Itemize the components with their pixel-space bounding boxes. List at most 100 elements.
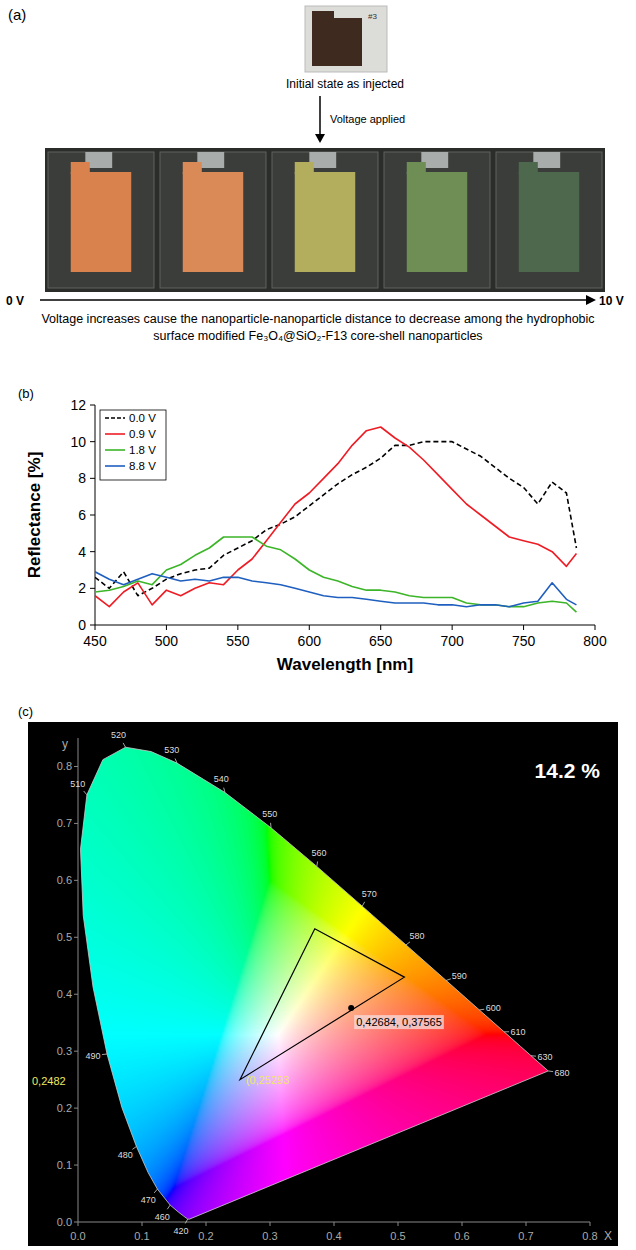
legend-label: 0.0 V: [129, 412, 156, 424]
tick-label: 0.2: [198, 1230, 213, 1242]
arrow-head: [315, 134, 325, 143]
wavelength-label: 590: [452, 971, 467, 981]
tick: [90, 478, 95, 479]
locus-tick: [123, 743, 125, 747]
legend-label: 0.9 V: [129, 428, 156, 440]
tick-label: 0: [78, 617, 86, 633]
tick: [166, 625, 167, 630]
axis-title: Wavelength [nm]: [277, 655, 413, 674]
tick-label: 750: [512, 633, 536, 649]
tick: [74, 880, 78, 881]
legend-label: 1.8 V: [129, 444, 156, 456]
tick-label: 0.2: [57, 1102, 72, 1114]
tick: [270, 1222, 271, 1226]
tick-label: 0.7: [518, 1230, 533, 1242]
tick-label: 0.0: [57, 1216, 72, 1228]
legend-label: 8.8 V: [129, 460, 156, 472]
caption-line: surface modified Fe₃O₄@SiO₂-F13 core-she…: [153, 329, 482, 343]
axis-title: y: [62, 737, 68, 751]
tick: [590, 1222, 591, 1226]
tick-label: 650: [369, 633, 393, 649]
wavelength-label: 580: [410, 931, 425, 941]
arrow: [319, 96, 321, 136]
legend-swatch: [105, 433, 125, 435]
locus-tick: [362, 902, 364, 906]
tick: [595, 625, 596, 630]
diagram-background: [28, 722, 618, 1246]
tick: [452, 625, 453, 630]
tick-label: 0.8: [57, 760, 72, 772]
swatch: [183, 172, 243, 272]
tick-label: 0.4: [326, 1230, 341, 1242]
wavelength-label: 560: [312, 848, 327, 858]
wavelength-label: 490: [86, 1051, 101, 1061]
tick-label: 550: [226, 633, 250, 649]
tick: [90, 405, 95, 406]
voltage-axis: [40, 299, 588, 301]
tick: [74, 1222, 78, 1223]
tick: [90, 515, 95, 516]
tick-label: 0.4: [57, 988, 72, 1000]
tick: [95, 625, 96, 630]
caption-line: Voltage increases cause the nanoparticle…: [41, 312, 594, 326]
tick-label: 0.5: [57, 931, 72, 943]
figure: (a)#3Initial state as injectedVoltage ap…: [0, 0, 636, 1250]
tick-label: 0.8: [582, 1230, 597, 1242]
wavelength-label: 600: [486, 1003, 501, 1013]
photo-frame: [160, 152, 266, 288]
tick: [90, 588, 95, 589]
tick: [334, 1222, 335, 1226]
tick-label: 800: [583, 633, 607, 649]
photo: [305, 6, 387, 72]
annotation: (0,25293: [246, 1074, 289, 1086]
locus-tick: [504, 1031, 509, 1032]
tick-label: 12: [70, 397, 86, 413]
photo-strip: [45, 148, 605, 292]
spectral-locus: [81, 747, 549, 1219]
axis-title: Reflectance [%]: [25, 452, 44, 579]
tick: [74, 1165, 78, 1166]
tick-label: 0.1: [134, 1230, 149, 1242]
locus-tick: [185, 1219, 187, 1223]
annotation: 14.2 %: [535, 759, 601, 782]
locus-tick: [175, 758, 177, 763]
y-axis: [78, 738, 79, 1222]
tick: [74, 823, 78, 824]
tick-label: 0.3: [262, 1230, 277, 1242]
tick-label: 600: [298, 633, 322, 649]
tick: [206, 1222, 207, 1226]
locus-tick: [224, 788, 225, 793]
wavelength-label: 460: [155, 1212, 170, 1222]
locus-tick: [154, 1189, 157, 1193]
x-axis: [95, 625, 595, 626]
arrow-head: [586, 295, 596, 305]
tick: [398, 1222, 399, 1226]
tick: [462, 1222, 463, 1226]
tick-label: 500: [155, 633, 179, 649]
annotation: 0,2482: [32, 1075, 66, 1087]
legend: 0.0 V 0.9 V 1.8 V 8.8 V: [100, 410, 166, 480]
photo-frame: [384, 152, 490, 288]
tick-label: 450: [83, 633, 107, 649]
tick-label: 6: [78, 507, 86, 523]
legend-swatch: [105, 465, 125, 467]
tick: [380, 625, 381, 630]
sample-tab: [312, 11, 334, 20]
tick: [142, 1222, 143, 1226]
tick: [526, 1222, 527, 1226]
legend-swatch: [105, 449, 125, 451]
tick-label: 8: [78, 470, 86, 486]
locus-tick: [84, 791, 87, 795]
locus-tick: [167, 1205, 170, 1209]
wavelength-label: 480: [118, 1150, 133, 1160]
tick-label: 0.3: [57, 1045, 72, 1057]
locus-tick: [479, 1009, 484, 1011]
gamut-triangle: [240, 929, 404, 1080]
wavelength-label: 550: [262, 809, 277, 819]
axis-title: X: [604, 1229, 612, 1243]
panel-c: (c)0.00.10.20.30.40.50.60.70.80.00.10.20…: [18, 704, 618, 1246]
photo-tag: #3: [368, 12, 377, 21]
wavelength-label: 630: [537, 1052, 552, 1062]
tick: [74, 937, 78, 938]
tick-label: 2: [78, 580, 86, 596]
